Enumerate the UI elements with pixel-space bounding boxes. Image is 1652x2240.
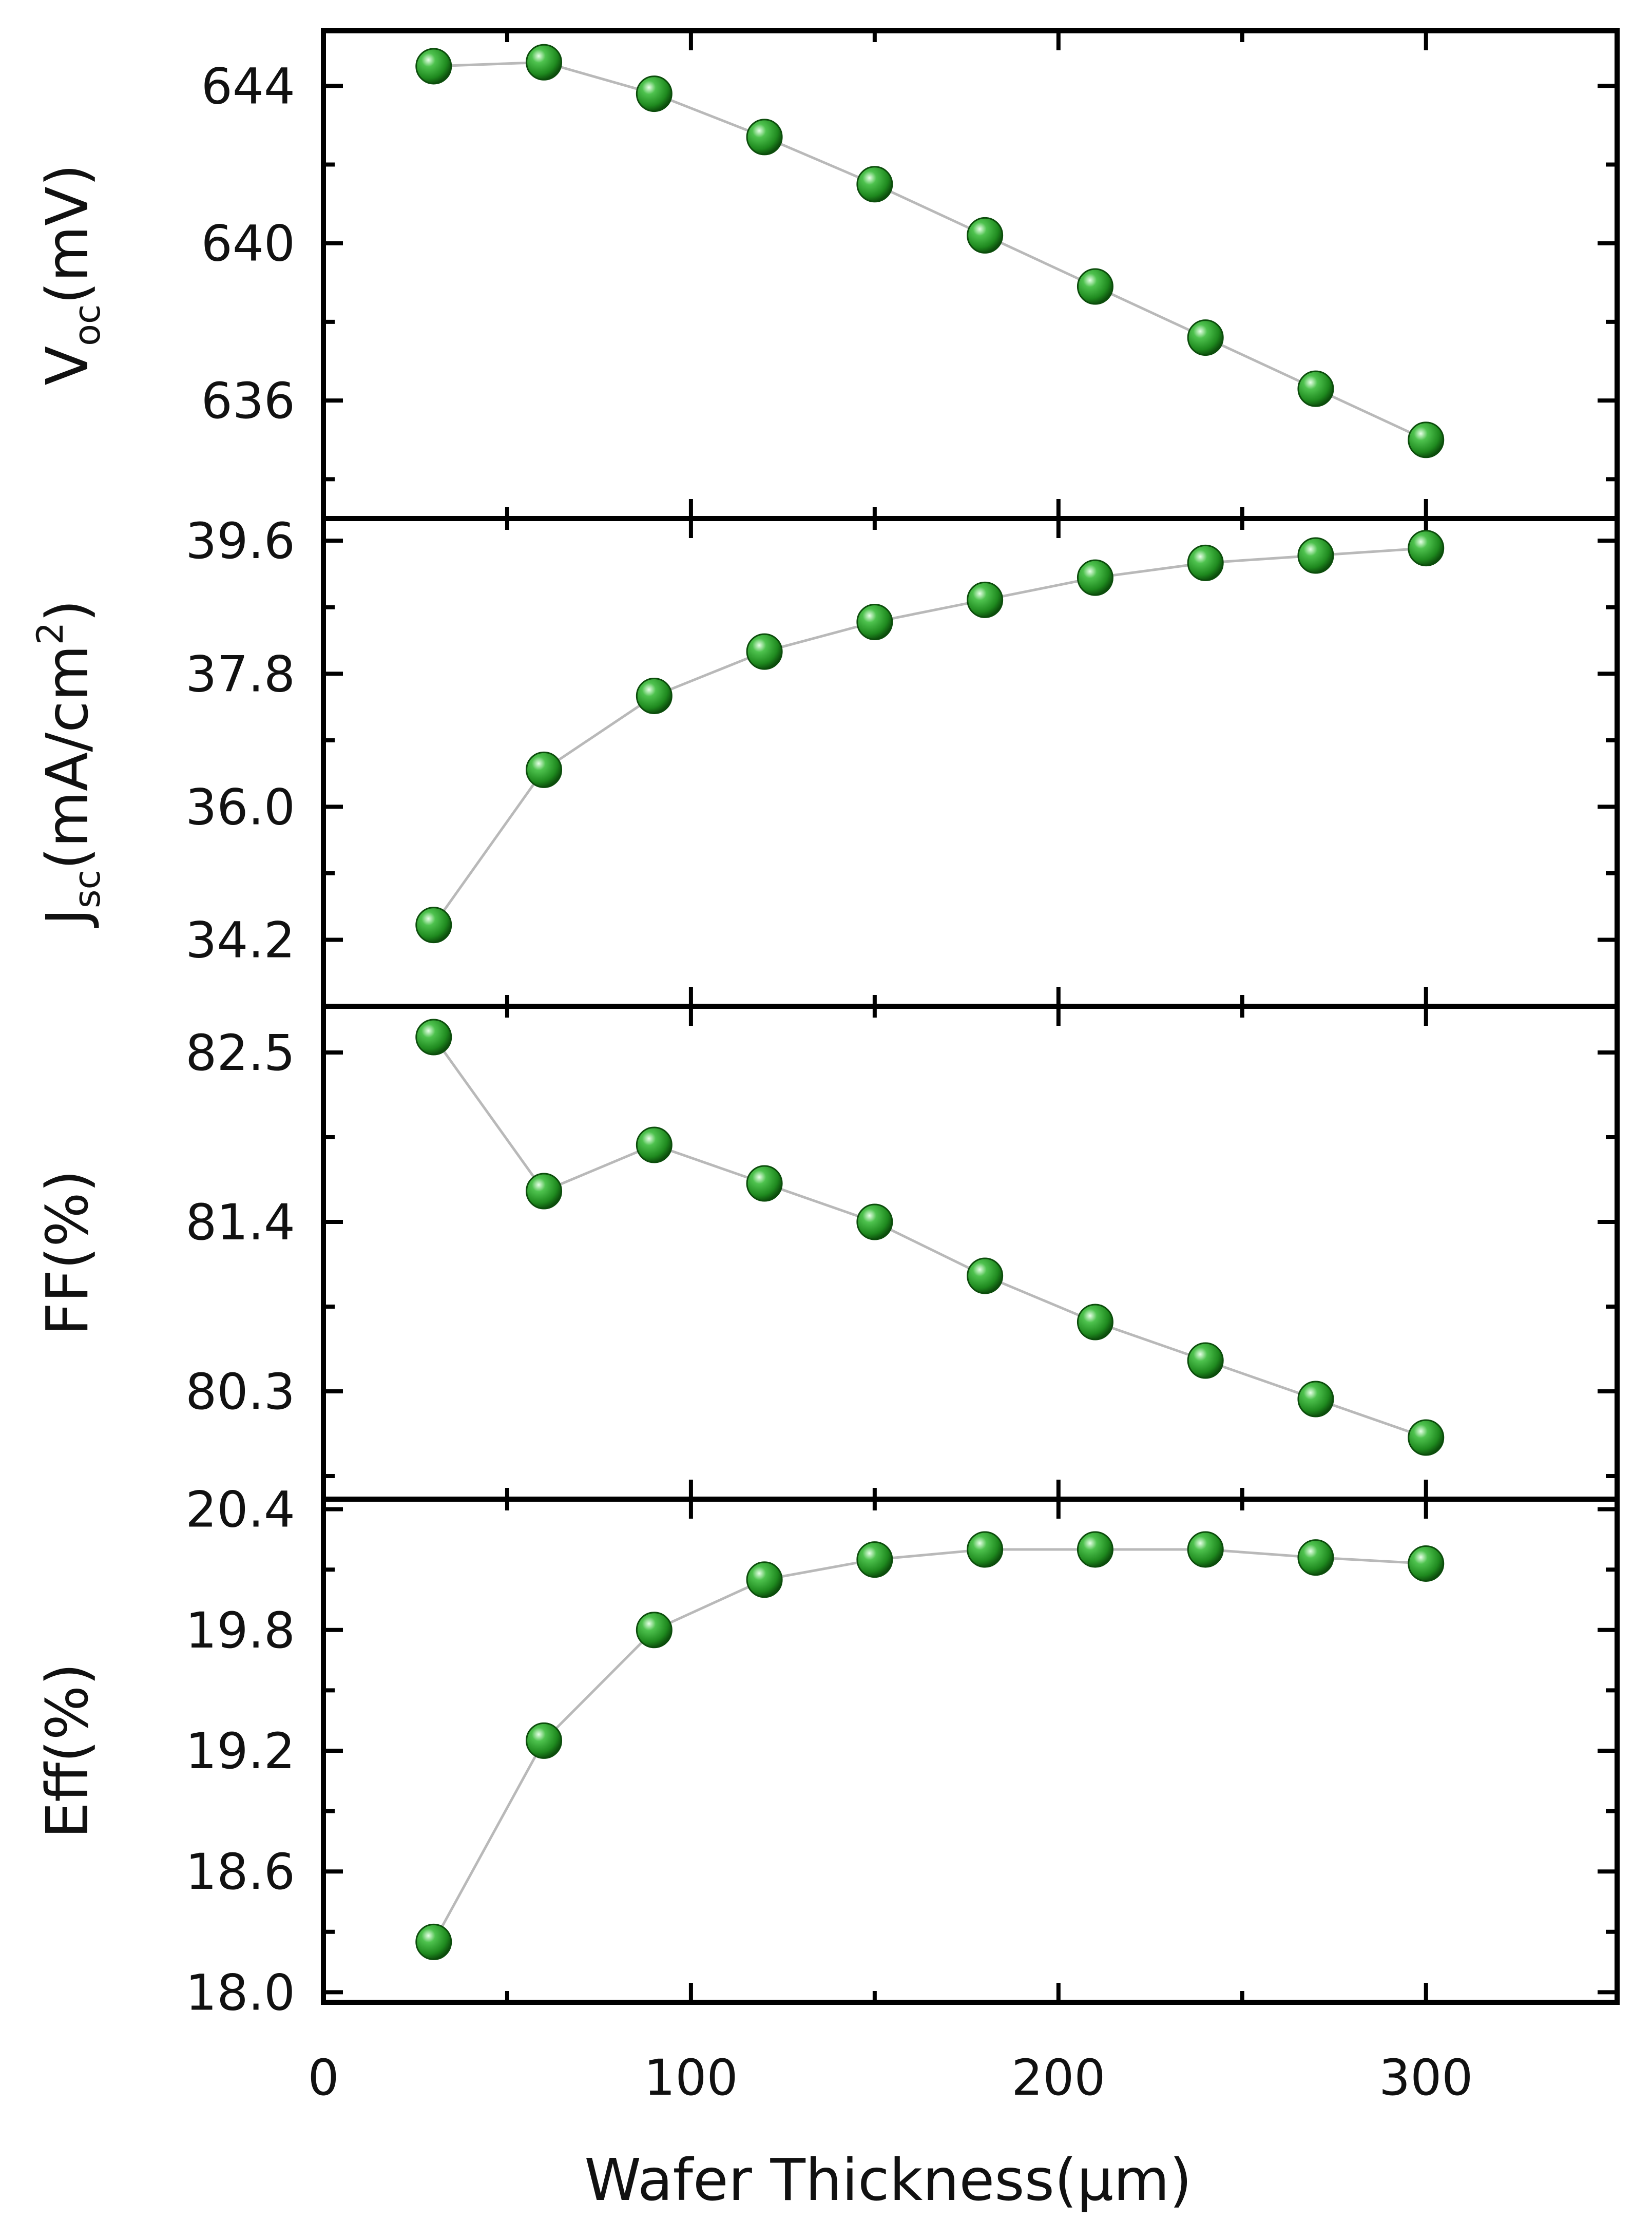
- y-axis-title: Eff(%): [34, 1663, 101, 1839]
- data-point: [415, 907, 452, 944]
- panel-eff: 18.0 18.6 19.2 19.8 20.4 Eff(%): [34, 1481, 1620, 2021]
- data-point: [636, 1612, 673, 1649]
- data-point: [746, 119, 783, 156]
- y-axis-title: Jsc(mA/cm2): [29, 600, 108, 928]
- x-axis-title: Wafer Thickness(μm): [584, 2147, 1192, 2214]
- data-point: [526, 44, 563, 81]
- data-point: [636, 677, 673, 714]
- data-point: [746, 1165, 783, 1202]
- y-tick-label: 640: [201, 215, 295, 273]
- x-tick-label: 300: [1379, 2049, 1473, 2107]
- data-point: [1077, 1531, 1113, 1568]
- data-point: [967, 217, 1004, 254]
- y-tick-label: 18.6: [185, 1843, 295, 1901]
- data-point: [746, 1561, 783, 1598]
- y-tick-label: 81.4: [185, 1194, 295, 1251]
- panel-voc: 636 640 644 Voc(mV): [34, 28, 1620, 521]
- y-tick-label: 636: [201, 372, 295, 430]
- panel-jsc: 34.2 36.0 37.8 39.6 Jsc(mA/cm2): [29, 512, 1620, 1009]
- x-axis-group: Wafer Thickness(μm) 0 100 200 300: [308, 2049, 1473, 2214]
- data-point: [526, 751, 563, 788]
- x-tick-label: 100: [644, 2049, 738, 2107]
- y-title-subscript: oc: [66, 304, 108, 346]
- x-tick-label: 200: [1011, 2049, 1105, 2107]
- y-tick-label: 39.6: [185, 512, 295, 570]
- y-tick-label: 20.4: [185, 1481, 295, 1539]
- series-connector: [432, 1036, 1427, 1439]
- data-point: [526, 1173, 563, 1210]
- y-title-superscript: 2: [29, 622, 71, 645]
- y-tick-label: 36.0: [185, 778, 295, 836]
- y-axis-title: FF(%): [34, 1170, 101, 1336]
- data-point: [1297, 370, 1334, 407]
- data-point: [636, 75, 673, 112]
- y-title-main: FF(%): [34, 1170, 101, 1336]
- series-connector: [432, 1548, 1426, 1943]
- y-title-main: Eff(%): [34, 1663, 101, 1839]
- data-point: [1077, 559, 1113, 596]
- data-point: [967, 581, 1004, 618]
- data-point: [856, 1203, 893, 1240]
- data-point: [967, 1531, 1004, 1568]
- y-title-rest: (mA/cm: [34, 645, 101, 870]
- x-tick-label: 0: [308, 2049, 339, 2107]
- data-point: [636, 1126, 673, 1163]
- data-point: [415, 1019, 452, 1056]
- data-point: [1187, 1531, 1224, 1568]
- y-tick-label: 34.2: [185, 911, 295, 969]
- data-point: [526, 1722, 563, 1759]
- data-point: [1297, 537, 1334, 574]
- y-title-rest: (mV): [34, 164, 101, 304]
- data-point: [1408, 1545, 1445, 1582]
- data-point: [967, 1257, 1004, 1294]
- y-title-main: V: [34, 346, 101, 386]
- y-tick-label: 82.5: [185, 1024, 295, 1082]
- data-point: [1187, 319, 1224, 356]
- data-point: [1408, 530, 1445, 567]
- y-title-subscript: sc: [66, 870, 108, 908]
- y-tick-label: 18.0: [185, 1964, 295, 2021]
- y-tick-label: 37.8: [185, 645, 295, 703]
- data-point: [856, 604, 893, 641]
- panels-group: 636 640 644 Voc(mV) 34.2 36.0 37.8 39.6 Jsc(mA/c…: [29, 28, 1620, 2021]
- y-tick-label: 644: [201, 58, 295, 115]
- data-point: [415, 1923, 452, 1960]
- series-connector: [432, 547, 1426, 926]
- y-title-rest: ): [34, 600, 101, 622]
- y-axis-title: Voc(mV): [34, 164, 108, 385]
- data-point: [1187, 1342, 1224, 1379]
- data-point: [1408, 1419, 1445, 1456]
- y-tick-label: 19.8: [185, 1602, 295, 1659]
- y-tick-label: 80.3: [185, 1363, 295, 1421]
- data-point: [1408, 422, 1445, 458]
- data-point: [1187, 544, 1224, 581]
- panel-ff: 80.3 81.4 82.5 FF(%): [34, 1004, 1620, 1502]
- data-point: [1297, 1381, 1334, 1418]
- y-tick-label: 19.2: [185, 1722, 295, 1780]
- data-point: [1077, 1304, 1113, 1341]
- data-point: [856, 166, 893, 203]
- data-point: [856, 1541, 893, 1578]
- series-connector: [433, 61, 1427, 442]
- data-point: [746, 633, 783, 670]
- data-point: [1077, 268, 1113, 305]
- data-point: [415, 48, 452, 85]
- data-point: [1297, 1539, 1334, 1576]
- y-title-main: J: [34, 908, 101, 928]
